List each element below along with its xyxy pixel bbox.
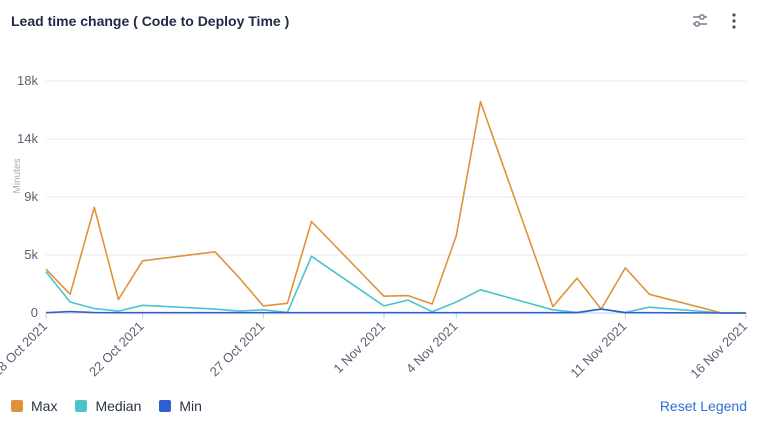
y-tick-label: 18k [17, 73, 38, 88]
legend: Max Median Min [11, 398, 202, 414]
x-tick-label: 18 Oct 2021 [0, 319, 50, 380]
legend-item-min[interactable]: Min [159, 398, 202, 414]
x-tick-label: 22 Oct 2021 [86, 319, 147, 380]
legend-swatch-min [159, 400, 172, 412]
y-tick-label: 5k [24, 247, 38, 262]
reset-legend-link[interactable]: Reset Legend [659, 398, 747, 414]
line-chart: 0 5k 9k 14k 18k Minutes 18 Oct 2021 22 Oct 20… [0, 73, 750, 381]
more-options-button[interactable] [722, 9, 746, 33]
legend-label-median: Median [95, 398, 142, 414]
sliders-icon [693, 14, 707, 27]
x-tick-label: 1 Nov 2021 [330, 319, 388, 377]
y-tick-label: 0 [31, 305, 38, 320]
x-tick-label: 4 Nov 2021 [403, 319, 461, 377]
x-tick-label: 27 Oct 2021 [207, 319, 268, 380]
x-tick-label: 11 Nov 2021 [567, 319, 629, 381]
y-axis-title: Minutes [12, 158, 23, 193]
legend-item-median[interactable]: Median [75, 398, 141, 414]
more-vertical-icon [732, 13, 736, 29]
y-axis: 0 5k 9k 14k 18k [17, 73, 38, 320]
legend-label-max: Max [31, 398, 58, 414]
y-tick-label: 9k [24, 189, 38, 204]
y-tick-label: 14k [17, 131, 38, 146]
grid [46, 80, 746, 314]
series-group [45, 100, 746, 314]
series-line-min [45, 308, 746, 314]
legend-swatch-max [11, 400, 23, 412]
x-axis: 18 Oct 2021 22 Oct 2021 27 Oct 2021 1 Nov 2… [0, 313, 750, 381]
legend-swatch-median [75, 400, 88, 412]
legend-label-min: Min [179, 398, 202, 414]
chart-title: Lead time change ( Code to Deploy Time ) [11, 13, 290, 29]
filter-button[interactable] [688, 9, 712, 33]
series-line-max [45, 100, 746, 314]
legend-item-max[interactable]: Max [11, 398, 57, 414]
x-tick-label: 16 Nov 2021 [687, 319, 750, 382]
